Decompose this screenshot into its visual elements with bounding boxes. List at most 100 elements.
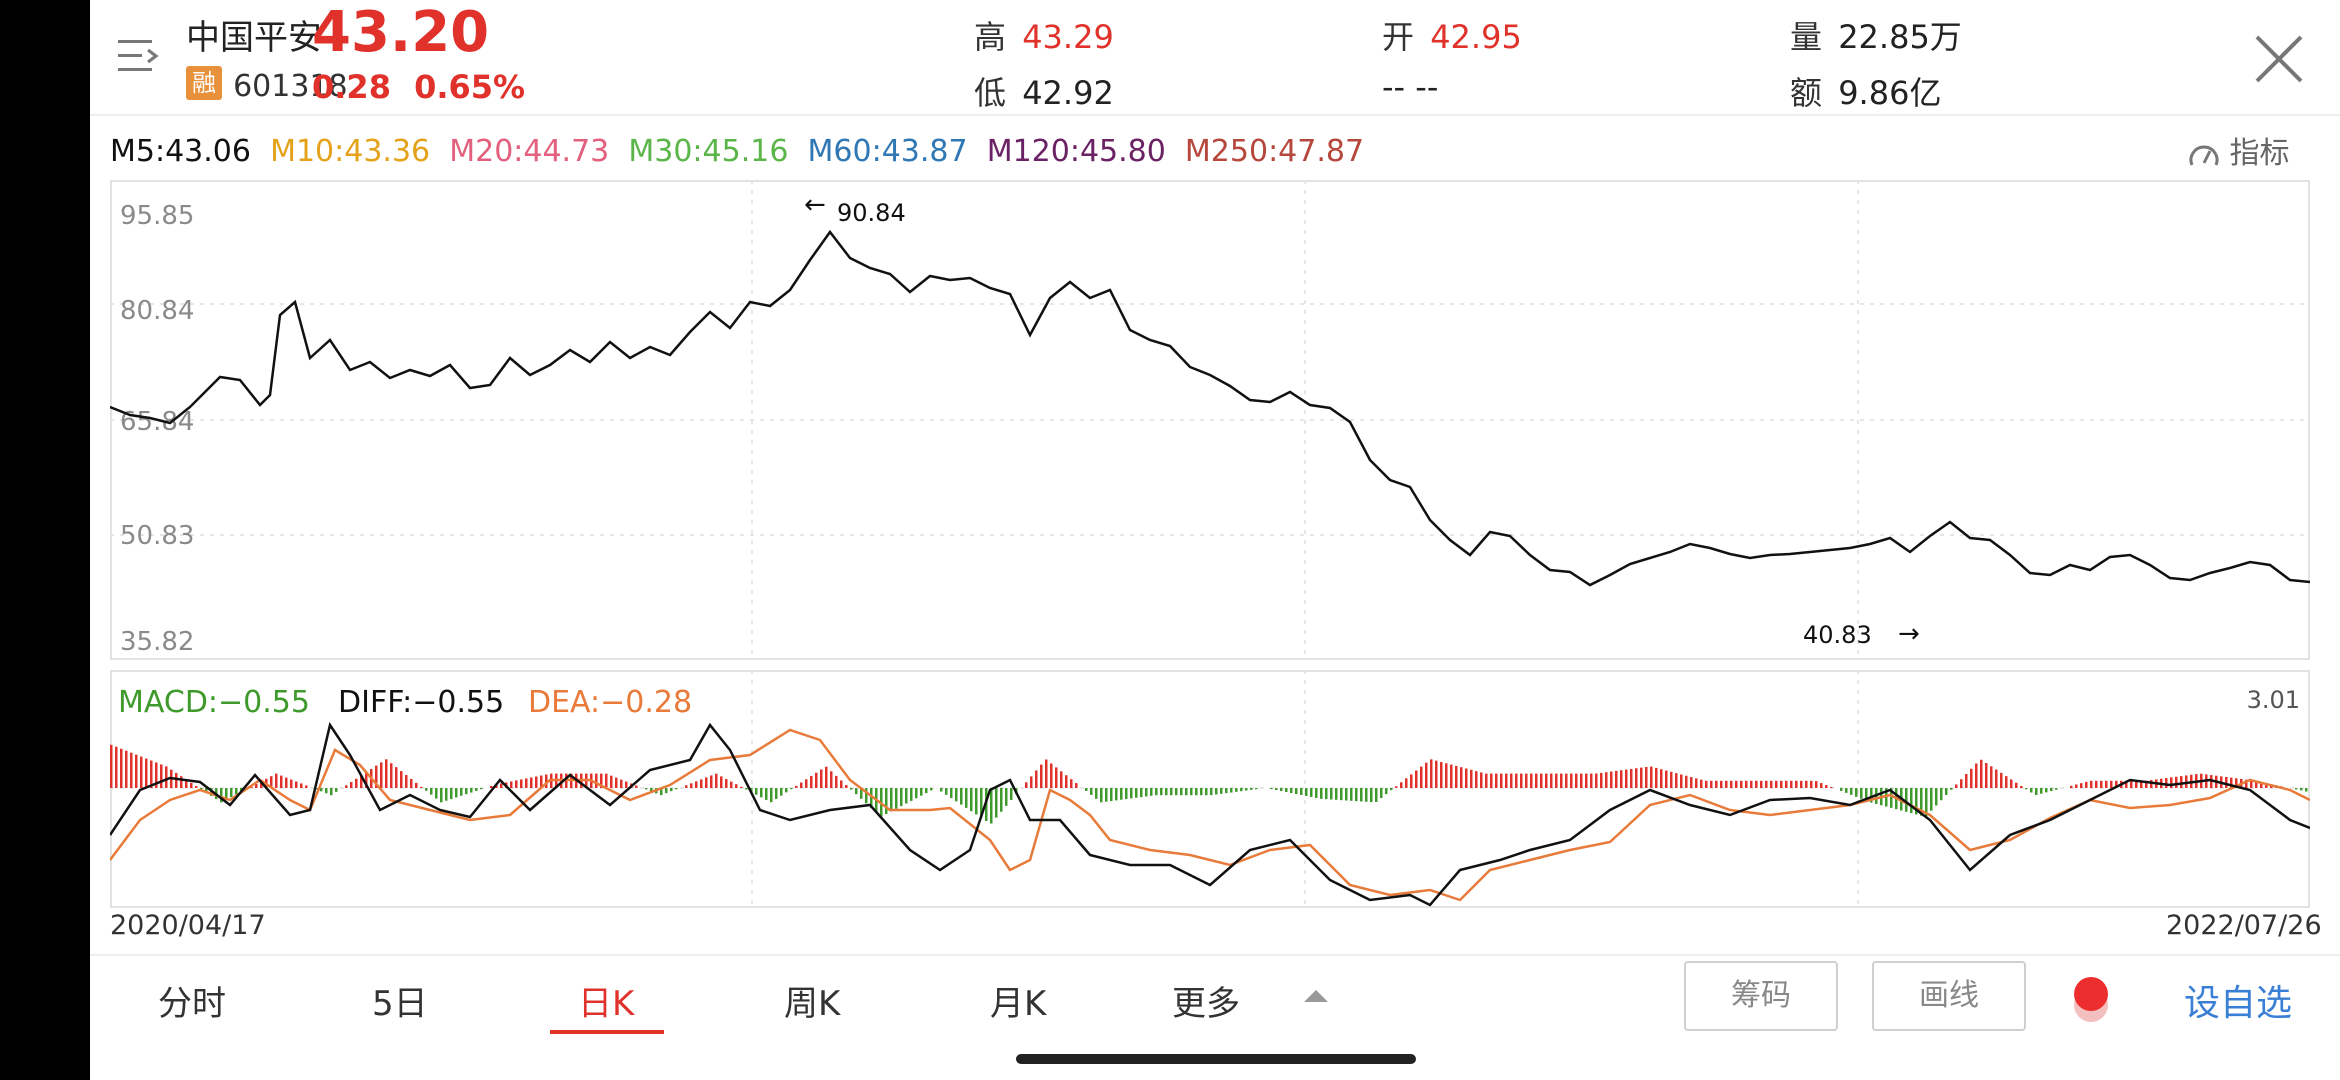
macd-bar: [395, 767, 398, 788]
macd-bar: [685, 785, 688, 788]
draw-line-button[interactable]: 画线: [1872, 961, 2026, 1031]
macd-bar: [1680, 774, 1683, 788]
stock-name: 中国平安: [186, 18, 322, 58]
macd-bar: [725, 778, 728, 788]
macd-bar: [115, 746, 118, 788]
macd-chart[interactable]: MACD:−0.55 DIFF:−0.55 DEA:−0.28 3.01: [110, 670, 2310, 910]
macd-bar: [1090, 788, 1093, 795]
macd-bar: [2305, 788, 2308, 792]
macd-bar: [670, 788, 673, 792]
chips-button[interactable]: 筹码: [1684, 961, 1838, 1031]
macd-bar: [385, 759, 388, 788]
macd-bar: [1150, 788, 1153, 796]
macd-bar: [1100, 788, 1103, 803]
macd-bar: [1675, 773, 1678, 788]
menu-button[interactable]: [118, 38, 162, 78]
tab-weekly-k[interactable]: 周K: [784, 984, 841, 1024]
macd-bar: [1945, 788, 1948, 795]
macd-bar: [1360, 788, 1363, 802]
macd-bar: [890, 788, 893, 812]
macd-bar: [1120, 788, 1123, 800]
macd-bar: [1250, 788, 1253, 790]
macd-bar: [1255, 788, 1258, 790]
macd-bar: [770, 788, 773, 803]
macd-bar: [990, 788, 993, 824]
macd-bar: [1470, 769, 1473, 788]
macd-bar: [1105, 788, 1108, 802]
macd-bar: [975, 788, 978, 815]
macd-bar: [1820, 783, 1823, 788]
add-watchlist-button[interactable]: 设自选: [2184, 983, 2293, 1024]
macd-bar: [470, 788, 473, 793]
macd-bar: [445, 788, 448, 801]
macd-bar: [740, 786, 743, 788]
macd-bar: [1205, 788, 1208, 796]
macd-bar: [1690, 777, 1693, 788]
macd-bar: [1415, 770, 1418, 788]
macd-bar: [2110, 780, 2113, 788]
macd-bar: [895, 788, 898, 809]
macd-bar: [965, 788, 968, 808]
more-caret-icon[interactable]: [1302, 986, 1330, 1008]
macd-bar: [860, 788, 863, 799]
tab-5day[interactable]: 5日: [372, 984, 428, 1024]
macd-bar: [635, 785, 638, 788]
record-icon[interactable]: [2068, 972, 2114, 1024]
macd-bar: [2250, 780, 2253, 788]
tab-monthly-k[interactable]: 月K: [990, 984, 1047, 1024]
macd-bar: [2090, 780, 2093, 788]
macd-bar: [1230, 788, 1233, 793]
macd-bar: [2125, 780, 2128, 788]
macd-bar: [1850, 788, 1853, 795]
tab-more[interactable]: 更多: [1172, 984, 1240, 1024]
start-date: 2020/04/17: [110, 910, 266, 941]
tab-daily-k[interactable]: 日K: [578, 984, 635, 1024]
macd-bar: [780, 788, 783, 796]
macd-bar: [1460, 767, 1463, 788]
macd-bar: [200, 788, 203, 790]
macd-bar: [2055, 788, 2058, 790]
indicator-button[interactable]: 指标: [2188, 128, 2290, 172]
macd-bar: [855, 788, 858, 795]
macd-bar: [130, 752, 133, 788]
macd-bar: [530, 777, 533, 788]
macd-bar: [1925, 788, 1928, 816]
macd-bar: [1995, 769, 1998, 788]
macd-bar: [2035, 788, 2038, 795]
macd-bar: [675, 788, 678, 790]
macd-bar: [1695, 778, 1698, 788]
macd-bar: [180, 776, 183, 788]
macd-bar: [2300, 788, 2303, 791]
ma-legend: M5:43.06 M10:43.36 M20:44.73 M30:45.16 M…: [110, 134, 1364, 169]
macd-bar: [435, 788, 438, 799]
macd-bar: [690, 783, 693, 788]
macd-bar: [1955, 784, 1958, 788]
macd-bar: [1570, 773, 1573, 788]
macd-bar: [1345, 788, 1348, 801]
macd-bar: [1795, 780, 1798, 788]
high-label: 高: [974, 18, 1007, 56]
stock-code: 601318: [233, 69, 348, 104]
macd-bar: [1990, 766, 1993, 788]
macd-bar: [665, 788, 668, 794]
price-chart[interactable]: 95.85 80.84 65.84 50.83 35.82 ← 90.84 40…: [110, 180, 2310, 660]
macd-bar: [810, 776, 813, 788]
macd-bar: [420, 786, 423, 788]
low-row: 低 42.92: [974, 68, 1114, 114]
macd-bar: [625, 781, 628, 788]
macd-bar: [195, 786, 198, 788]
macd-bar: [1110, 788, 1113, 802]
macd-bar: [2040, 788, 2043, 794]
tab-timeshare[interactable]: 分时: [158, 984, 226, 1024]
close-button[interactable]: [2254, 34, 2304, 84]
macd-bar: [1520, 773, 1523, 788]
macd-bar: [1305, 788, 1308, 796]
macd-bar: [1860, 788, 1863, 799]
macd-bar: [350, 782, 353, 788]
macd-bar: [845, 785, 848, 788]
macd-bar: [700, 779, 703, 788]
ma10-label: M10:43.36: [270, 134, 431, 169]
low-label: 低: [974, 74, 1007, 112]
macd-bar: [2175, 776, 2178, 788]
macd-bar: [1980, 759, 1983, 788]
